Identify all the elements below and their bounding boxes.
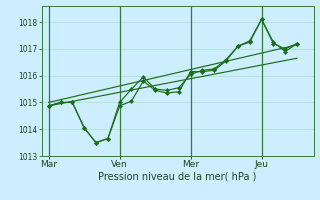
X-axis label: Pression niveau de la mer( hPa ): Pression niveau de la mer( hPa )	[99, 172, 257, 182]
